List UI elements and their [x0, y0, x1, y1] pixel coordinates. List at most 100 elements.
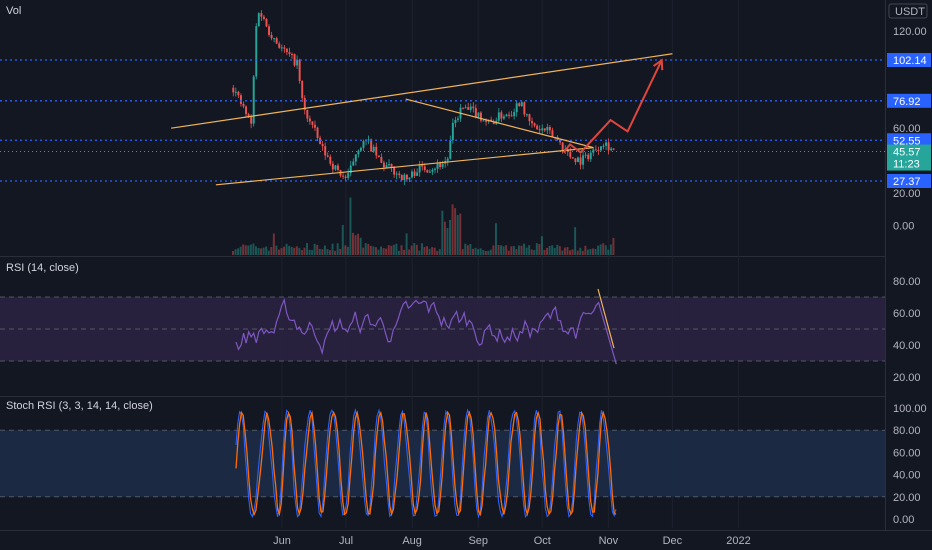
volume-bar — [597, 245, 600, 255]
time-tick-label: Jul — [339, 535, 353, 547]
candle-body — [362, 141, 365, 148]
volume-bar — [329, 250, 331, 255]
candle-body — [428, 171, 431, 173]
volume-bar — [553, 247, 556, 255]
rsi-line — [235, 297, 617, 365]
volume-bar — [533, 249, 536, 255]
volume-bar — [277, 249, 280, 255]
candle-body — [605, 142, 608, 146]
candle-body — [546, 127, 549, 131]
volume-bar — [500, 245, 503, 255]
candle-body — [513, 112, 516, 117]
candle-body — [283, 47, 286, 49]
candle-body — [273, 38, 276, 40]
volume-bar — [494, 223, 497, 255]
volume-bar — [254, 246, 257, 255]
volume-bar — [316, 244, 319, 255]
volume-bar — [257, 248, 260, 255]
volume-bar — [543, 249, 546, 255]
time-tick-label: 2022 — [726, 535, 750, 547]
currency-label: USDT — [895, 6, 925, 18]
volume-bar — [272, 233, 275, 255]
candle-body — [324, 146, 327, 156]
volume-bar — [502, 246, 505, 255]
price-tick-label: 20.00 — [893, 188, 921, 200]
candle-body — [482, 120, 485, 122]
time-tick-label: Oct — [534, 535, 551, 547]
volume-bar — [540, 236, 543, 255]
volume-bar — [232, 250, 234, 255]
last-price-badge — [887, 144, 931, 171]
volume-bar — [454, 208, 457, 255]
descending-trendline[interactable] — [405, 98, 594, 149]
candle-body — [260, 13, 263, 17]
volume-bar — [507, 250, 510, 255]
candle-body — [288, 52, 291, 54]
candle-body — [474, 108, 477, 117]
volume-bar — [576, 250, 579, 255]
volume-bar — [474, 247, 477, 255]
candle-body — [400, 175, 403, 181]
volume-bar — [438, 249, 441, 255]
volume-bar — [482, 250, 485, 255]
volume-bar — [372, 246, 375, 255]
candle-body — [268, 26, 270, 35]
candle-body — [508, 114, 511, 116]
volume-bar — [311, 249, 314, 255]
volume-bar — [472, 248, 474, 255]
volume-bar — [326, 249, 329, 255]
stoch-tick-label: 20.00 — [893, 492, 921, 504]
volume-bar — [561, 250, 564, 255]
candle-body — [232, 87, 235, 93]
time-tick-label: Jun — [273, 535, 291, 547]
price-level-badge — [887, 93, 931, 108]
projection-path[interactable] — [562, 59, 663, 154]
volume-bar — [239, 246, 242, 255]
candle-body — [502, 116, 505, 119]
candle-body — [380, 156, 383, 163]
volume-bar — [436, 250, 439, 255]
volume-bar — [525, 247, 528, 255]
rsi-tick-label: 60.00 — [893, 308, 921, 320]
stoch-tick-label: 40.00 — [893, 470, 921, 482]
volume-bar — [512, 246, 515, 255]
upper-trendline[interactable] — [170, 53, 673, 129]
rsi-trendline[interactable] — [597, 288, 615, 349]
candle-body — [257, 13, 260, 27]
candle-body — [538, 129, 541, 131]
candle-body — [385, 165, 388, 168]
bar-countdown-label: 11:23 — [893, 159, 920, 171]
volume-bar — [331, 243, 334, 255]
volume-bar — [260, 248, 263, 255]
volume-bar — [270, 246, 273, 255]
candle-body — [372, 146, 375, 152]
price-tick-label: 60.00 — [893, 123, 921, 135]
candle-body — [602, 145, 605, 147]
volume-bar — [374, 247, 377, 255]
candle-body — [262, 16, 265, 19]
lower-trendline[interactable] — [215, 147, 594, 186]
volume-bar — [528, 245, 531, 255]
rsi-tick-label: 80.00 — [893, 276, 921, 288]
volume-bar — [433, 247, 436, 255]
candle-body — [285, 48, 288, 53]
candle-body — [298, 59, 301, 82]
volume-bar — [346, 246, 349, 255]
volume-bar — [382, 248, 385, 255]
stoch-tick-label: 100.00 — [893, 403, 927, 415]
volume-bar — [403, 249, 406, 255]
price-level-label: 52.55 — [893, 135, 921, 147]
candle-body — [321, 144, 324, 147]
candle-body — [612, 148, 615, 150]
volume-bar — [423, 246, 426, 255]
time-tick-label: Nov — [599, 535, 619, 547]
volume-bar — [300, 250, 303, 255]
candle-body — [377, 155, 380, 157]
candle-body — [237, 91, 240, 96]
volume-bar — [594, 248, 597, 255]
candle-body — [390, 164, 393, 168]
candle-body — [592, 149, 595, 153]
currency-badge[interactable] — [888, 3, 928, 19]
volume-bar — [364, 243, 367, 255]
